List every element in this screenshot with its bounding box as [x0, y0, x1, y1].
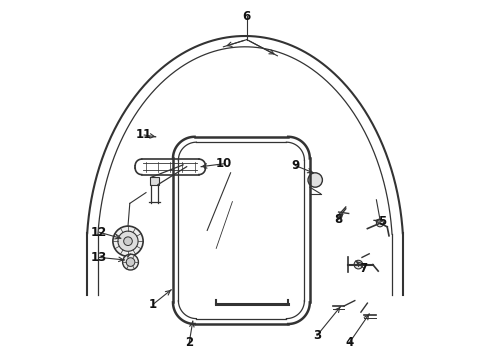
Text: 7: 7 [360, 262, 368, 275]
Circle shape [354, 260, 363, 269]
Text: 3: 3 [313, 329, 321, 342]
Circle shape [126, 258, 135, 266]
Text: 6: 6 [243, 10, 251, 23]
Text: 11: 11 [136, 129, 152, 141]
Circle shape [376, 220, 384, 227]
Text: 5: 5 [378, 215, 386, 228]
Text: 10: 10 [215, 157, 232, 170]
Circle shape [122, 254, 139, 270]
Text: 9: 9 [291, 159, 299, 172]
Text: 8: 8 [335, 213, 343, 226]
Text: 1: 1 [149, 298, 157, 311]
Text: 2: 2 [185, 336, 193, 349]
Text: 4: 4 [345, 336, 353, 349]
Circle shape [308, 173, 322, 187]
Circle shape [113, 226, 143, 256]
Bar [150, 177, 159, 185]
Text: 13: 13 [91, 251, 107, 264]
Circle shape [123, 237, 132, 246]
Text: 12: 12 [91, 226, 107, 239]
Circle shape [118, 231, 138, 251]
